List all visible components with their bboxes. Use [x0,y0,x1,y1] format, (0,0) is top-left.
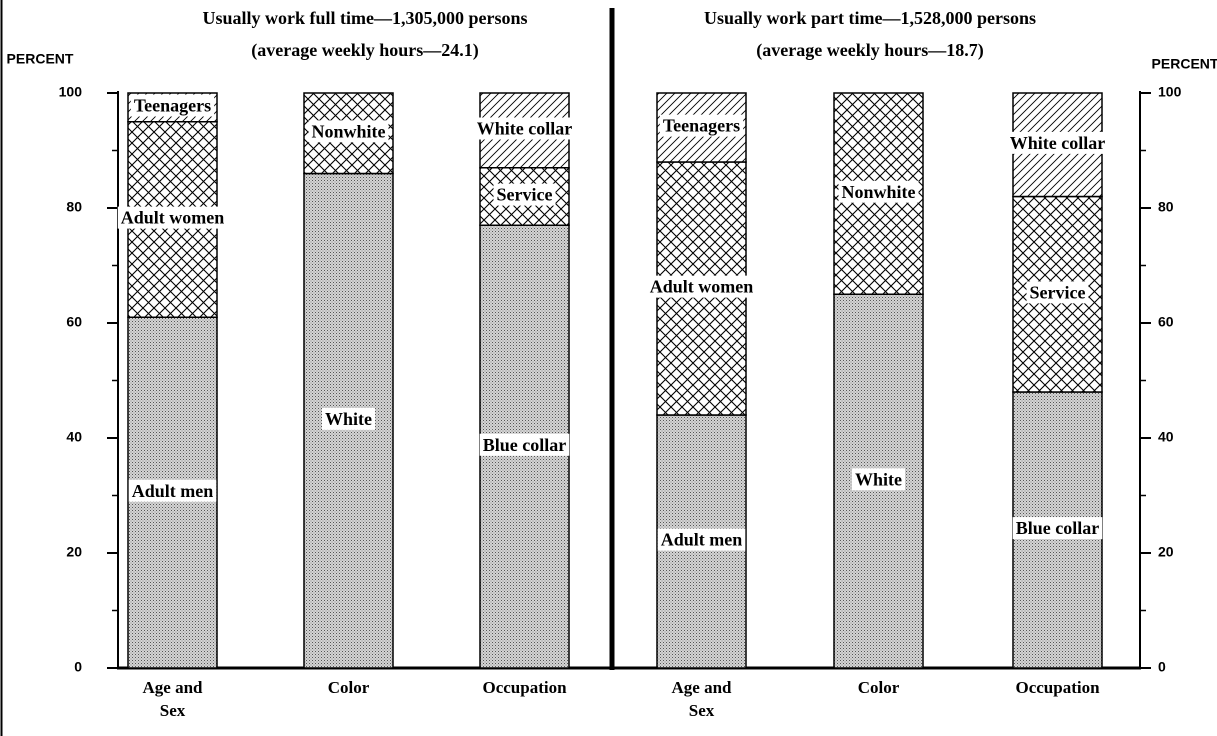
y-tick-label: 80 [66,199,82,215]
segment-label: Adult women [121,208,225,228]
segment-label-bg [117,206,228,229]
x-tick-label: Color [857,678,900,697]
segment-label: Service [1030,282,1086,302]
segment-label: Adult men [661,530,743,550]
y-tick-label: 40 [1158,429,1174,445]
y-tick-label: 60 [66,314,82,330]
segment-label: White [325,409,372,429]
segment-label: White collar [477,119,572,139]
segment-label: Blue collar [483,435,567,455]
x-tick-label: Occupation [1015,678,1100,697]
segment-label-bg [493,183,556,206]
y-tick-label: 100 [59,84,83,100]
x-label-box: Color [857,678,900,697]
segment-label-bg [1012,517,1103,540]
y-tick-label: 80 [1158,199,1174,215]
y-tick-label: 20 [1158,544,1174,560]
segment-label: Blue collar [1016,518,1100,538]
y-tick-label: 0 [74,659,82,675]
panel-title: Usually work full time—1,305,000 persons [202,8,527,28]
x-tick-label: Age and Sex [142,678,203,720]
y-tick-label: 60 [1158,314,1174,330]
x-label-box: Color [327,678,370,697]
segment-label-bg [1006,131,1109,154]
segment-label-bg [1026,281,1089,304]
x-label-box: Age and Sex [671,678,732,720]
segment-label: Adult women [650,277,754,297]
x-tick-label: Occupation [482,678,567,697]
panel-subtitle: (average weekly hours—18.7) [756,40,983,61]
segment-label-bg [479,433,570,456]
segment-label-bg [659,114,744,137]
x-label-box: Occupation [482,678,567,697]
segment-label-bg [838,180,919,203]
x-label-box: Occupation [1015,678,1100,697]
y-tick-label: 0 [1158,659,1166,675]
segment-label-bg [852,468,906,491]
segment-label-bg [128,479,217,502]
y-axis-label: PERCENT [7,51,74,67]
segment-label: Nonwhite [311,121,385,141]
panel-subtitle: (average weekly hours—24.1) [251,40,478,61]
segment-label: Adult men [132,481,214,501]
x-label-box: Age and Sex [142,678,203,720]
segment-label-bg [646,275,757,298]
y-tick-label: 20 [66,544,82,560]
segment-label: Service [497,185,553,205]
y-tick-label: 100 [1158,84,1182,100]
x-tick-label: Color [327,678,370,697]
segment-label: White [855,469,902,489]
segment-label: Teenagers [134,96,211,116]
segment-label-bg [322,407,376,430]
segment-label-bg [657,528,746,551]
y-tick-label: 40 [66,429,82,445]
segment-label-bg [308,120,389,143]
segment-label: Teenagers [663,116,740,136]
segment-label: White collar [1010,133,1105,153]
segment-label: Nonwhite [841,182,915,202]
y-axis-label: PERCENT [1152,56,1217,72]
panel-title: Usually work part time—1,528,000 persons [704,8,1036,28]
segment-label-bg [130,94,215,117]
segment-label-bg [473,117,576,140]
x-tick-label: Age and Sex [671,678,732,720]
